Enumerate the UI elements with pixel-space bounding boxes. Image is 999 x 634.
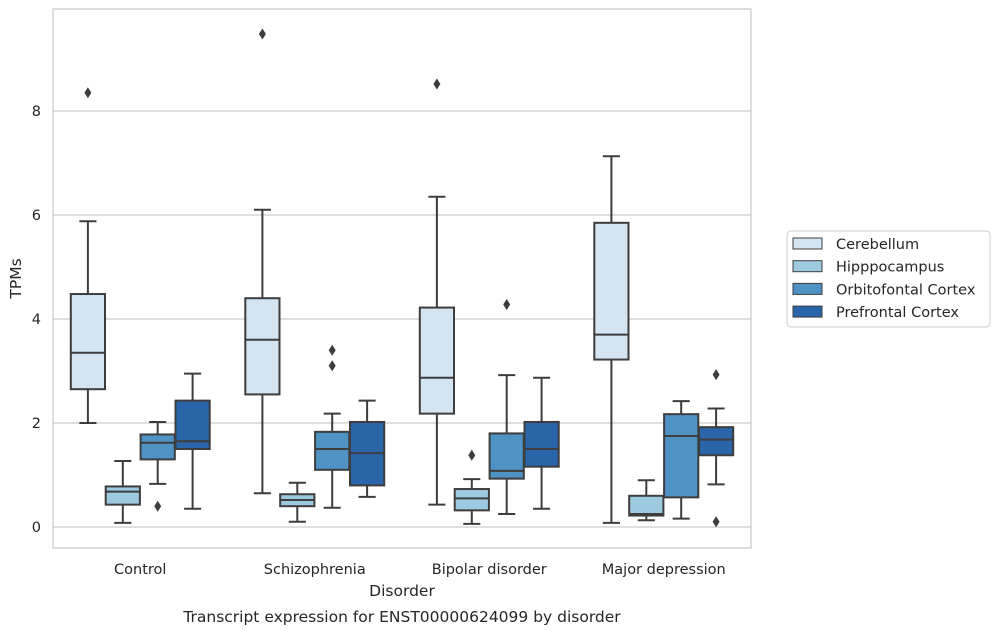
box <box>418 306 456 415</box>
legend-frame <box>786 230 991 328</box>
y-tick-label: 0 <box>32 520 41 536</box>
outlier-point <box>84 87 92 99</box>
legend-swatch <box>792 282 823 295</box>
legend-swatch <box>792 237 823 250</box>
x-tick-label: Schizophrenia <box>264 562 366 578</box>
plot-area-frame <box>52 8 752 549</box>
box-group <box>488 298 525 515</box>
box <box>69 293 107 391</box>
legend-label: Prefrontal Cortex <box>836 305 959 321</box>
box <box>697 426 735 457</box>
outlier-point <box>503 298 511 310</box>
box <box>628 494 665 517</box>
y-tick-labels: 0 2 4 6 8 <box>32 104 41 536</box>
x-tick-labels: Control Schizophrenia Bipolar disorder Majo… <box>114 562 726 578</box>
box-group <box>139 420 176 512</box>
outlier-point <box>154 500 162 512</box>
box <box>488 432 525 480</box>
box <box>139 433 176 461</box>
box <box>104 485 141 506</box>
box-group <box>628 479 665 522</box>
legend-label: Cerebellum <box>836 237 919 253</box>
x-axis-title: Disorder <box>369 582 435 600</box>
y-tick-label: 8 <box>32 104 41 120</box>
outlier-point <box>328 360 336 372</box>
figure-caption: Transcript expression for ENST0000062409… <box>182 608 621 626</box>
box-group <box>314 344 351 509</box>
box-group <box>279 481 316 523</box>
boxes <box>69 28 735 528</box>
outlier-point <box>328 344 336 356</box>
box <box>523 420 560 468</box>
box-group <box>104 459 141 524</box>
x-tick-label: Bipolar disorder <box>432 562 547 578</box>
box <box>593 221 630 361</box>
y-tick-label: 6 <box>32 208 41 224</box>
outlier-point <box>712 369 720 381</box>
box-group <box>418 78 456 506</box>
y-tick-label: 4 <box>32 312 41 328</box>
x-tick-label: Control <box>114 562 166 578</box>
y-axis-title: TPMs <box>7 258 25 299</box>
box-group <box>663 400 700 520</box>
legend-swatch <box>792 260 823 273</box>
outlier-point <box>258 28 266 40</box>
y-tick-label: 2 <box>32 416 41 432</box>
box-group <box>523 376 560 510</box>
gridlines <box>53 110 751 528</box>
outlier-point <box>712 516 720 528</box>
box-group <box>174 372 211 510</box>
box-group <box>593 155 630 524</box>
legend: Cerebellum Hipppocampus Orbitofontal Corte… <box>786 230 991 328</box>
legend-label: Hipppocampus <box>836 260 944 276</box>
box-group <box>697 369 735 528</box>
box <box>663 413 700 499</box>
x-tick-label: Major depression <box>602 562 726 578</box>
box-group <box>348 399 386 498</box>
legend-swatch <box>792 305 823 318</box>
box <box>314 430 351 471</box>
box-group <box>453 449 490 525</box>
outlier-point <box>468 449 476 461</box>
box-group <box>244 28 281 495</box>
box-group <box>69 87 107 424</box>
outlier-point <box>433 78 441 90</box>
legend-label: Orbitofontal Cortex <box>836 282 976 298</box>
box <box>453 488 490 512</box>
box <box>244 297 281 396</box>
